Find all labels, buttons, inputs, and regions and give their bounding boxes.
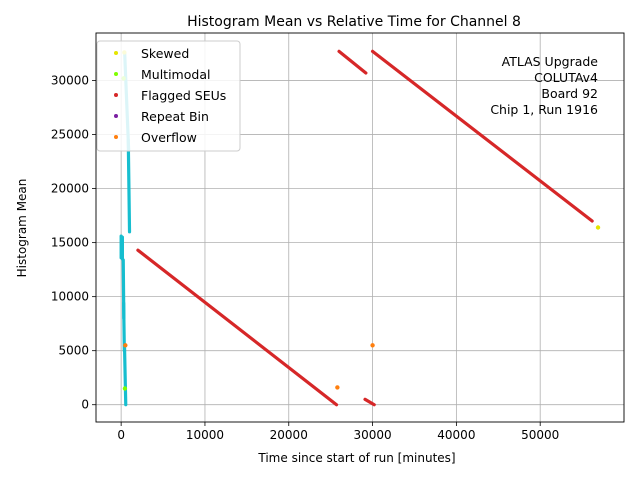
data-point xyxy=(595,225,601,230)
legend-label: Multimodal xyxy=(141,67,210,82)
data-point-run xyxy=(363,397,376,407)
legend-marker xyxy=(114,72,118,76)
x-tick-label: 20000 xyxy=(270,428,308,442)
legend-marker xyxy=(114,135,118,139)
annotation-line-2: COLUTAv4 xyxy=(534,70,598,85)
annotation-line-4: Chip 1, Run 1916 xyxy=(490,102,598,117)
legend-label: Flagged SEUs xyxy=(141,88,226,103)
data-point xyxy=(122,386,128,391)
y-tick-label: 15000 xyxy=(51,236,89,250)
y-tick-label: 0 xyxy=(81,398,89,412)
x-tick-label: 10000 xyxy=(186,428,224,442)
data-point xyxy=(335,385,340,390)
y-axis-label: Histogram Mean xyxy=(15,179,29,278)
y-tick-label: 20000 xyxy=(51,182,89,196)
chart-title: Histogram Mean vs Relative Time for Chan… xyxy=(187,14,521,30)
y-tick-label: 25000 xyxy=(51,128,89,142)
legend-label: Overflow xyxy=(141,130,197,145)
annotation-line-3: Board 92 xyxy=(541,86,598,101)
data-point xyxy=(123,343,128,348)
legend-box xyxy=(96,40,241,152)
series-flagged-seus xyxy=(136,49,594,407)
data-point xyxy=(370,343,375,348)
x-tick-label: 40000 xyxy=(437,428,475,442)
data-point-run xyxy=(122,343,128,407)
legend: Skewed Multimodal Flagged SEUs Repeat Bin Ov… xyxy=(96,40,241,152)
legend-marker xyxy=(114,114,118,118)
x-axis-ticks: 0 10000 20000 30000 40000 50000 xyxy=(117,422,559,442)
plot-frame xyxy=(95,32,625,423)
annotation-block: ATLAS Upgrade COLUTAv4 Board 92 Chip 1, … xyxy=(490,54,598,117)
data-point-run xyxy=(136,248,339,407)
legend-label: Repeat Bin xyxy=(141,109,209,124)
data-point-run xyxy=(370,49,594,223)
data-point-run xyxy=(122,301,126,353)
legend-marker xyxy=(114,93,118,97)
y-axis-ticks: 0 5000 10000 15000 20000 25000 30000 xyxy=(51,74,96,412)
legend-label: Skewed xyxy=(141,46,189,61)
data-point-run xyxy=(126,138,132,234)
x-axis-label: Time since start of run [minutes] xyxy=(257,451,455,465)
x-tick-label: 30000 xyxy=(353,428,391,442)
y-tick-label: 5000 xyxy=(58,344,89,358)
legend-marker xyxy=(114,51,118,55)
y-tick-label: 30000 xyxy=(51,74,89,88)
y-tick-label: 10000 xyxy=(51,290,89,304)
data-point-run xyxy=(337,49,368,75)
x-tick-label: 0 xyxy=(117,428,125,442)
annotation-line-1: ATLAS Upgrade xyxy=(502,54,599,69)
series-overflow xyxy=(123,343,375,390)
x-tick-label: 50000 xyxy=(521,428,559,442)
